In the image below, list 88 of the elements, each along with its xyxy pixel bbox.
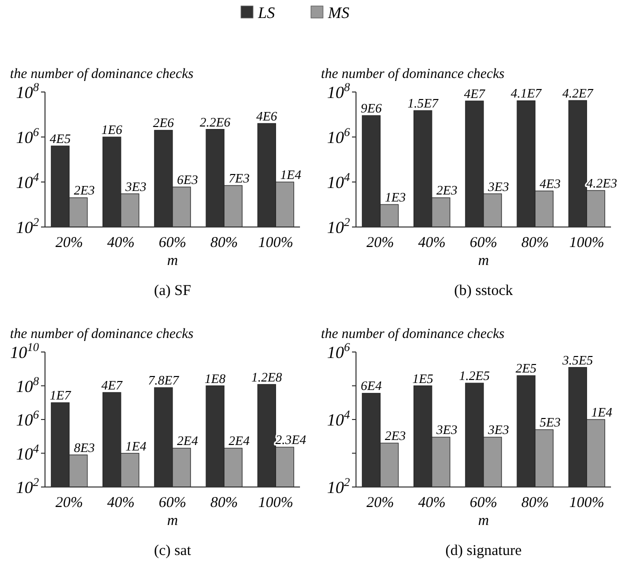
text: (b) sstock	[454, 283, 514, 299]
y-tick-label: 10$^{2}$	[16, 215, 40, 237]
text: (c) sat	[154, 543, 192, 559]
data-label: 3E3	[487, 422, 510, 438]
x-tick-label: 80%	[210, 235, 238, 251]
data-label: 4E7	[464, 86, 486, 101]
x-tick-label: 40%	[418, 495, 446, 511]
y-tick-label: 10$^{2}$	[16, 475, 40, 497]
y-axis-title: the number of dominance checks	[321, 67, 506, 82]
y-tick-label: 10$^{10}$	[10, 340, 40, 362]
data-label: 1E4	[591, 404, 613, 420]
x-tick-label: 100%	[258, 495, 294, 511]
data-label: 2E4	[177, 433, 198, 448]
data-label: 2E3	[436, 182, 458, 198]
data-label: 4E5	[50, 130, 72, 146]
data-label: 2E3	[384, 428, 406, 444]
x-tick-label: 100%	[569, 495, 604, 511]
x-axis-title: m	[478, 253, 490, 269]
x-tick-label: 100%	[569, 235, 604, 251]
y-tick-label: 10$^{8}$	[327, 80, 350, 102]
y-tick-label: 10$^{4}$	[16, 441, 40, 464]
x-tick-label: 40%	[107, 495, 135, 511]
data-label: 1E3	[384, 190, 406, 204]
data-label: 4E7	[101, 377, 123, 392]
y-tick-label: 10$^{6}$	[327, 125, 350, 147]
data-label: 4E6	[256, 108, 278, 124]
x-tick-label: 20%	[56, 235, 84, 251]
data-label: 9E6	[360, 100, 382, 116]
y-axis-title: the number of dominance checks	[10, 67, 194, 82]
data-label: 1E6	[101, 122, 123, 137]
data-label: 4E3	[540, 176, 562, 191]
y-tick-label: 10$^{2}$	[327, 215, 350, 237]
data-label: 3.5E5	[561, 352, 594, 368]
data-label: 4.2E7	[562, 85, 594, 100]
y-tick-label: 10$^{6}$	[16, 408, 40, 430]
text: (a) SF	[154, 283, 192, 299]
data-label: 2E5	[516, 360, 538, 376]
x-tick-label: 80%	[210, 495, 238, 511]
data-label: 4.1E7	[510, 86, 542, 101]
data-label: 2E6	[152, 115, 174, 130]
y-tick-label: 10$^{4}$	[327, 170, 350, 192]
data-label: 1E4	[125, 438, 147, 454]
legend-label: LS	[257, 5, 275, 22]
data-label: 2E4	[228, 433, 250, 448]
data-label: 1E8	[204, 370, 226, 386]
x-tick-label: 20%	[56, 495, 84, 511]
y-axis-title: the number of dominance checks	[10, 327, 194, 342]
x-tick-label: 80%	[521, 495, 549, 511]
x-tick-label: 100%	[258, 235, 294, 251]
text: (d) signature	[445, 543, 522, 559]
x-tick-label: 40%	[418, 235, 446, 251]
x-tick-label: 40%	[107, 235, 135, 251]
data-label: 5E3	[540, 414, 562, 430]
data-label: 1E5	[412, 370, 434, 386]
x-tick-label: 60%	[158, 235, 186, 251]
y-tick-label: 10$^{8}$	[16, 80, 40, 102]
data-label: 7.8E7	[148, 372, 180, 388]
y-tick-label: 10$^{4}$	[327, 408, 350, 430]
x-tick-label: 20%	[366, 235, 394, 251]
data-label: 1E7	[50, 388, 72, 403]
data-label: 6E3	[177, 172, 198, 187]
data-label: 2E3	[74, 182, 96, 198]
x-tick-label: 20%	[366, 495, 394, 511]
x-tick-label: 60%	[470, 235, 498, 251]
x-axis-title: m	[478, 513, 490, 529]
x-axis-title: m	[167, 513, 178, 529]
x-axis-title: m	[167, 253, 178, 269]
x-tick-label: 60%	[158, 495, 186, 511]
data-label: 1.5E7	[407, 96, 439, 111]
y-tick-label: 10$^{4}$	[16, 170, 40, 192]
data-label: 6E4	[360, 378, 382, 394]
data-label: 1.2E8	[251, 369, 283, 384]
y-tick-label: 10$^{6}$	[327, 340, 350, 362]
data-label: 1.2E5	[459, 368, 490, 384]
data-label: 8E3	[74, 440, 96, 455]
x-tick-label: 60%	[470, 495, 498, 511]
data-label: 3E3	[124, 178, 147, 194]
x-tick-label: 80%	[521, 235, 549, 251]
data-label: 1E4	[280, 167, 302, 182]
y-tick-label: 10$^{8}$	[16, 374, 40, 396]
legend-label: MS	[327, 5, 350, 22]
data-label: 3E3	[435, 422, 458, 438]
y-axis-title: the number of dominance checks	[321, 327, 506, 342]
y-tick-label: 10$^{6}$	[16, 125, 40, 147]
data-label: 2.2E6	[200, 114, 231, 130]
y-tick-label: 10$^{2}$	[327, 475, 350, 497]
data-label: 7E3	[228, 170, 250, 186]
data-label: 3E3	[487, 178, 510, 194]
